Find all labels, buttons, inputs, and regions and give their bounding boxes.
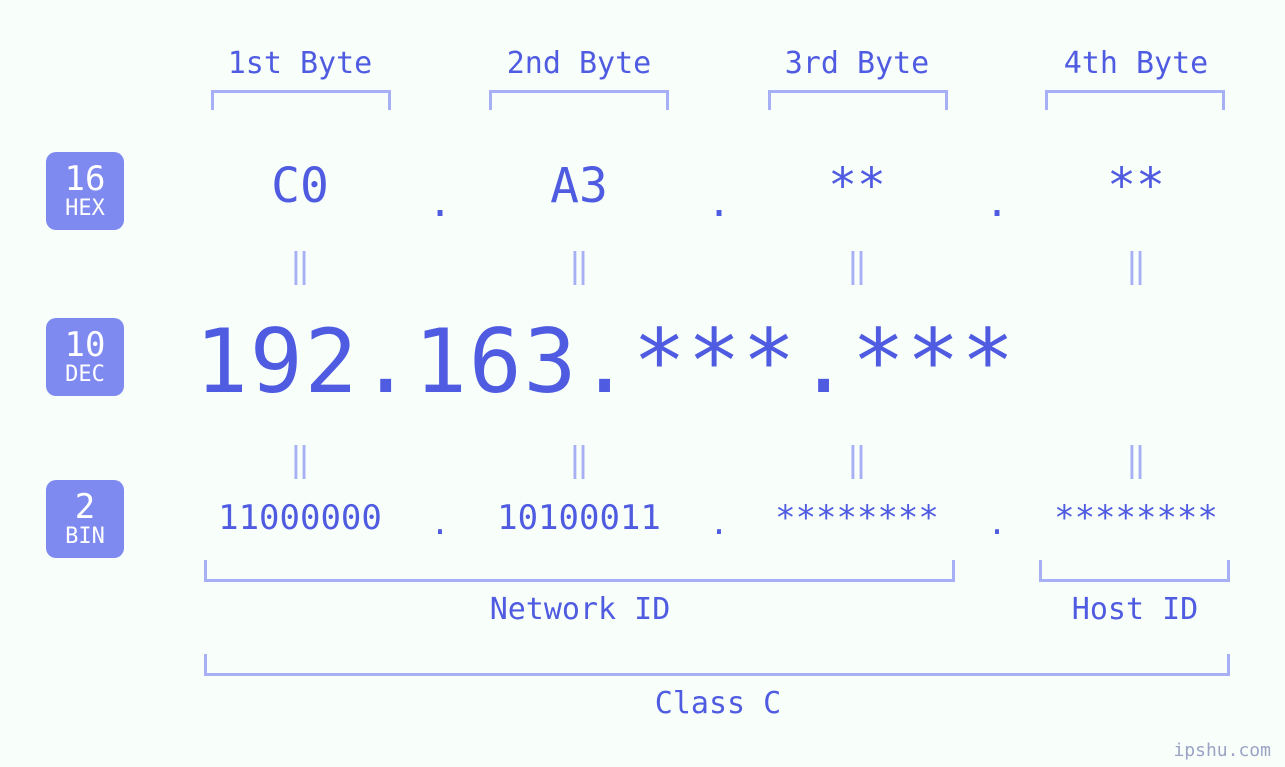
bin-dot-3: . [987, 504, 1006, 542]
hex-dot-1: . [428, 180, 452, 226]
byte-header-3: 3rd Byte [757, 46, 957, 81]
bin-byte-4: ******** [1054, 498, 1218, 538]
badge-hex-label: HEX [65, 197, 105, 220]
byte-header-2: 2nd Byte [479, 46, 679, 81]
bin-byte-2: 10100011 [497, 498, 661, 538]
bin-byte-1: 11000000 [218, 498, 382, 538]
badge-dec-num: 10 [65, 328, 106, 364]
equals-2-1: ‖ [290, 440, 310, 480]
watermark: ipshu.com [1173, 740, 1271, 761]
equals-2-2: ‖ [569, 440, 589, 480]
equals-1-4: ‖ [1126, 246, 1146, 286]
badge-hex: 16 HEX [46, 152, 124, 230]
hex-dot-2: . [707, 180, 731, 226]
hex-byte-1: C0 [271, 158, 329, 214]
class-bracket [204, 654, 1230, 676]
hex-byte-3: ** [828, 158, 886, 214]
class-label: Class C [655, 686, 781, 721]
top-bracket-3 [768, 90, 948, 110]
hex-byte-2: A3 [550, 158, 608, 214]
top-bracket-2 [489, 90, 669, 110]
badge-bin: 2 BIN [46, 480, 124, 558]
dec-ip: 192.163.***.*** [195, 310, 1016, 413]
hex-dot-3: . [985, 180, 1009, 226]
bin-dot-2: . [709, 504, 728, 542]
network-bracket [204, 560, 955, 582]
top-bracket-1 [211, 90, 391, 110]
host-label: Host ID [1072, 592, 1198, 627]
bin-dot-1: . [430, 504, 449, 542]
equals-2-3: ‖ [847, 440, 867, 480]
byte-header-4: 4th Byte [1036, 46, 1236, 81]
equals-1-3: ‖ [847, 246, 867, 286]
badge-hex-num: 16 [65, 162, 106, 198]
equals-2-4: ‖ [1126, 440, 1146, 480]
top-bracket-4 [1045, 90, 1225, 110]
equals-1-2: ‖ [569, 246, 589, 286]
badge-bin-label: BIN [65, 525, 105, 548]
byte-header-1: 1st Byte [200, 46, 400, 81]
bin-byte-3: ******** [775, 498, 939, 538]
badge-dec: 10 DEC [46, 318, 124, 396]
ip-diagram: 1st Byte 2nd Byte 3rd Byte 4th Byte 16 H… [0, 0, 1285, 767]
badge-bin-num: 2 [75, 490, 95, 526]
host-bracket [1039, 560, 1230, 582]
equals-1-1: ‖ [290, 246, 310, 286]
network-label: Network ID [490, 592, 671, 627]
badge-dec-label: DEC [65, 363, 105, 386]
hex-byte-4: ** [1107, 158, 1165, 214]
